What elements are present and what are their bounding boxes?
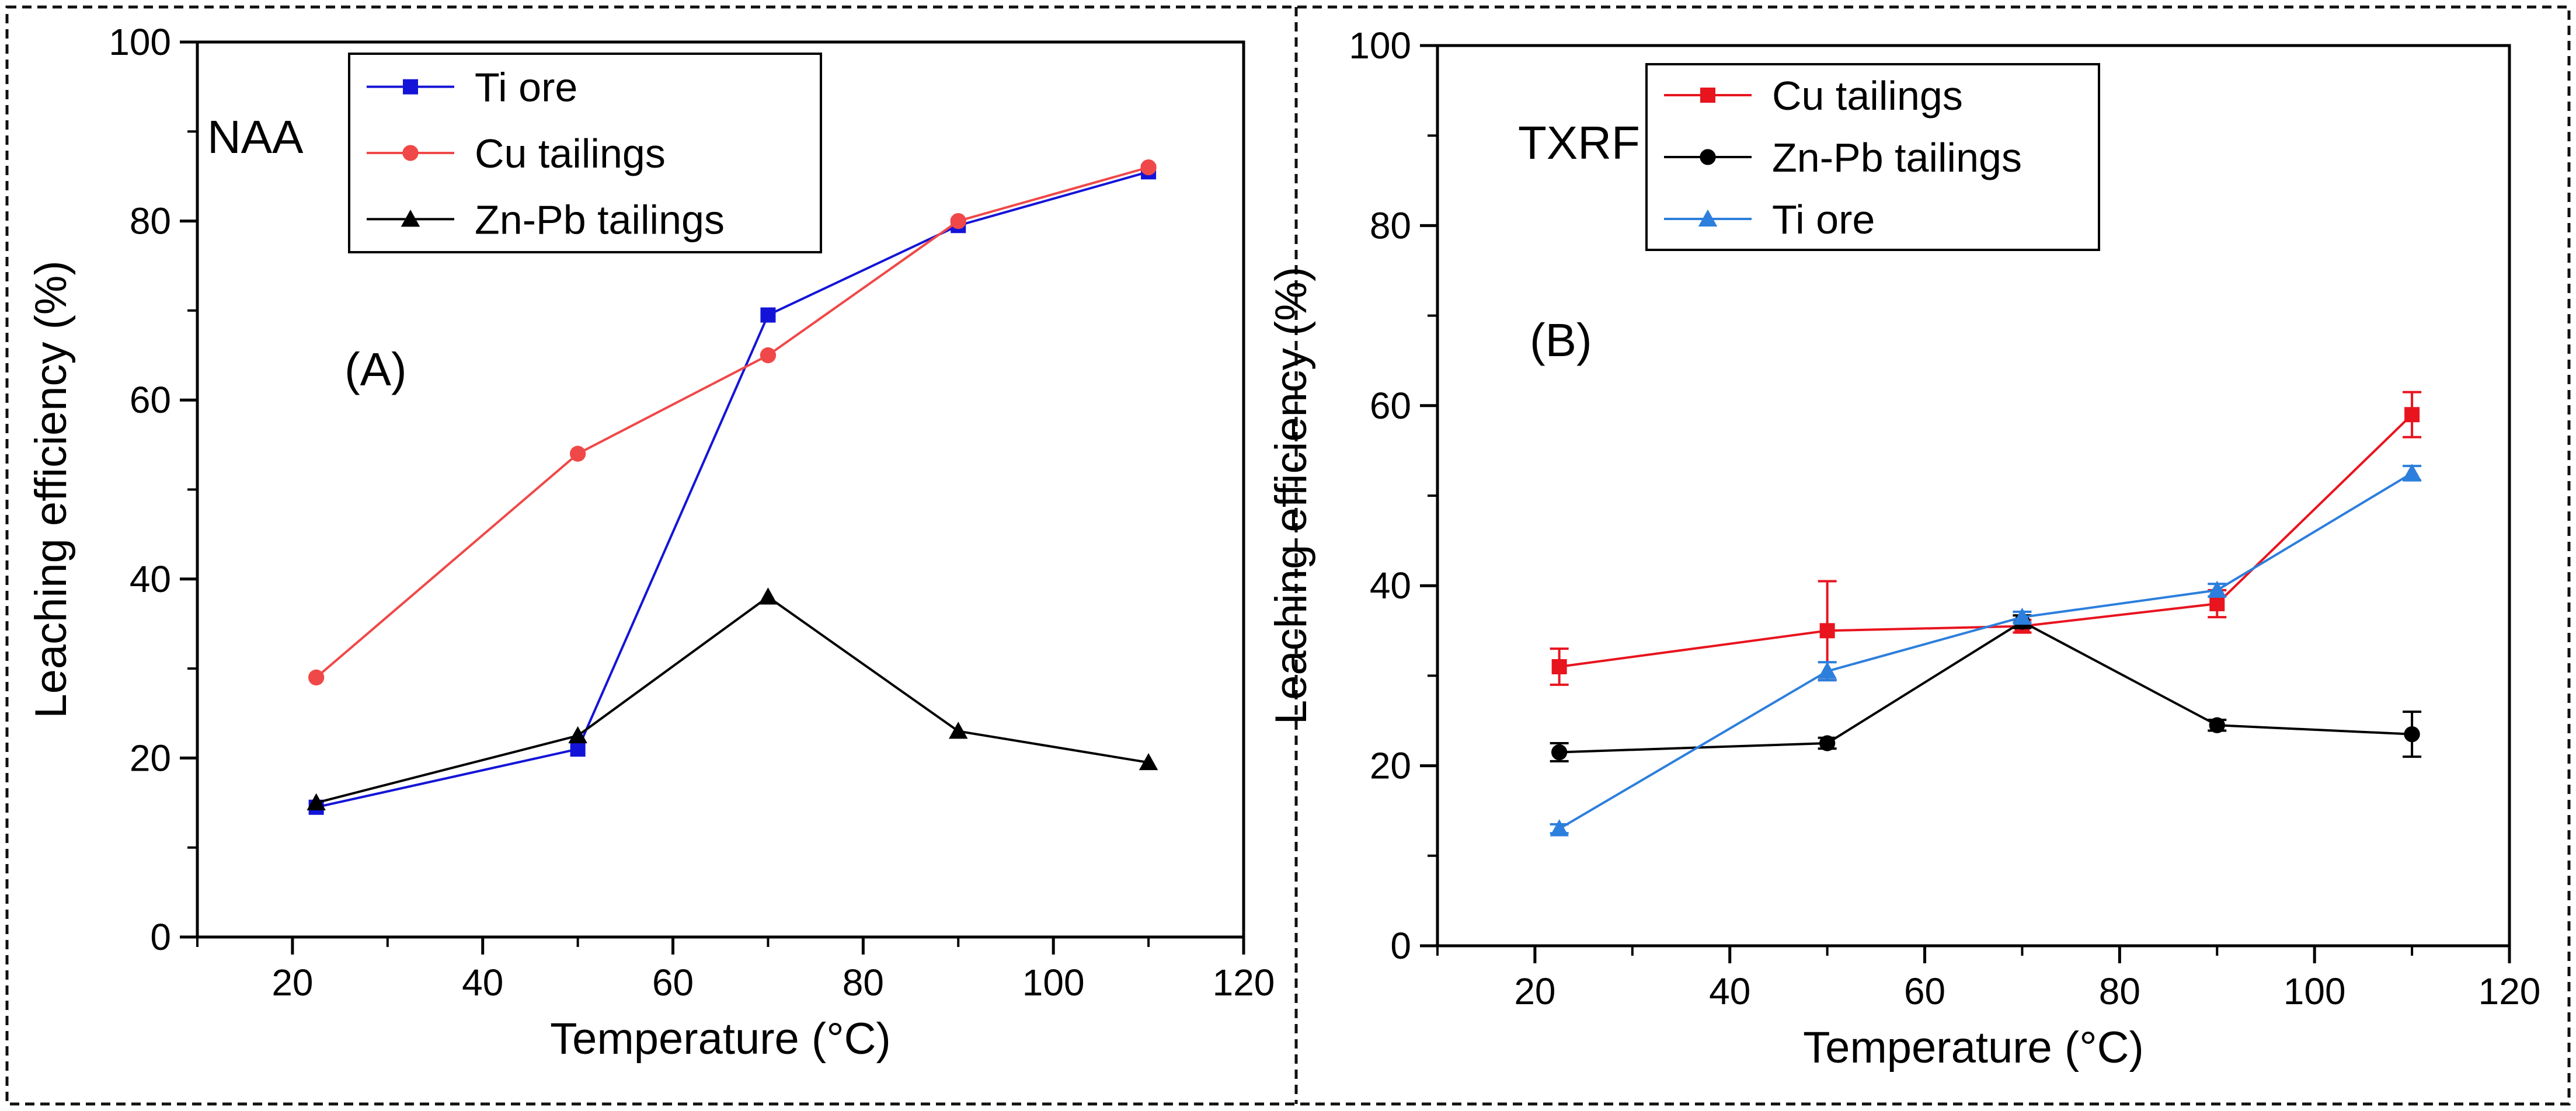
method-label: NAA (207, 111, 304, 163)
legend-swatch-marker (1700, 88, 1715, 103)
x-axis-title: Temperature (°C) (550, 1014, 891, 1064)
x-tick-label: 60 (1904, 970, 1945, 1012)
data-point (949, 722, 968, 739)
x-tick-label: 80 (2099, 970, 2140, 1012)
data-point (760, 347, 777, 364)
y-axis-title: Leaching efficiency (%) (1266, 267, 1316, 725)
y-tick-label: 60 (1370, 385, 1411, 427)
data-point (758, 587, 778, 605)
data-point (2402, 464, 2422, 481)
data-point (308, 669, 325, 686)
data-point (1550, 819, 1569, 837)
x-tick-label: 120 (1213, 962, 1275, 1004)
data-point (760, 307, 776, 323)
x-axis-title: Temperature (°C) (1803, 1023, 2144, 1072)
legend-label: Cu tailings (1772, 73, 1963, 119)
data-point (1551, 659, 1567, 674)
legend-label: Ti ore (475, 65, 577, 110)
y-tick-label: 0 (150, 916, 171, 958)
series-cu-tailings (308, 159, 1157, 686)
data-point (2209, 717, 2225, 733)
data-point (568, 726, 587, 744)
x-tick-label: 100 (1022, 962, 1085, 1004)
x-tick-label: 20 (1514, 970, 1555, 1012)
legend-swatch-marker (1698, 209, 1718, 227)
legend-label: Cu tailings (475, 131, 666, 176)
data-point (570, 741, 586, 757)
x-tick-label: 80 (843, 962, 884, 1004)
legend: Cu tailings Zn-Pb tailings Ti ore (1645, 63, 2100, 251)
chart-panel-b: 20 40 60 80 100 120 0 20 40 60 80 100 Temperature (°… (1266, 25, 2540, 1072)
y-axis-title: Leaching efficiency (%) (26, 260, 76, 718)
data-point (2404, 726, 2420, 743)
legend-label: Ti ore (1772, 197, 1875, 242)
data-point (1818, 661, 1837, 679)
panel-label: (A) (344, 343, 407, 395)
data-point (2209, 596, 2225, 612)
y-tick-label: 20 (1370, 745, 1411, 787)
data-point (569, 445, 586, 462)
y-tick-label: 60 (130, 379, 171, 421)
data-point (950, 213, 966, 229)
data-point (2208, 580, 2227, 598)
x-tick-label: 40 (1709, 970, 1750, 1012)
y-tick-label: 20 (130, 737, 171, 779)
data-point (307, 793, 326, 811)
legend-label: Zn-Pb tailings (1772, 135, 2022, 180)
figure-frame (5, 5, 2571, 1106)
y-tick-label: 80 (1370, 204, 1411, 246)
y-tick-label: 40 (1370, 565, 1411, 607)
x-tick-label: 20 (271, 962, 313, 1004)
legend: Ti ore Cu tailings Zn-Pb tailings (348, 53, 822, 253)
data-point (2404, 407, 2420, 423)
x-tick-label: 100 (2283, 970, 2346, 1012)
series-zn-pb-tailings (307, 587, 1158, 811)
y-tick-label: 100 (1349, 25, 1411, 67)
chart-panel-a: 20 40 60 80 100 120 0 20 40 60 80 100 Temperature (°… (26, 21, 1275, 1064)
x-tick-label: 120 (2478, 970, 2541, 1012)
y-tick-label: 80 (130, 200, 171, 242)
data-point (1819, 735, 1836, 751)
method-label: TXRF (1518, 117, 1640, 169)
legend-swatch-marker (1700, 149, 1716, 165)
data-point (1551, 744, 1568, 761)
legend-swatch-marker (401, 210, 420, 227)
x-tick-label: 60 (652, 962, 694, 1004)
data-point (2013, 607, 2032, 625)
y-tick-label: 0 (1390, 925, 1411, 967)
legend-swatch-marker (403, 79, 418, 95)
series-ti-ore (1550, 464, 2422, 837)
legend-label: Zn-Pb tailings (475, 197, 725, 242)
y-tick-label: 40 (130, 558, 171, 600)
y-tick-label: 100 (109, 21, 171, 63)
data-point (1819, 623, 1835, 639)
data-point (1140, 159, 1157, 176)
x-tick-label: 40 (462, 962, 503, 1004)
data-point (1139, 753, 1158, 771)
panel-label: (B) (1530, 314, 1592, 366)
legend-swatch-marker (402, 145, 419, 161)
